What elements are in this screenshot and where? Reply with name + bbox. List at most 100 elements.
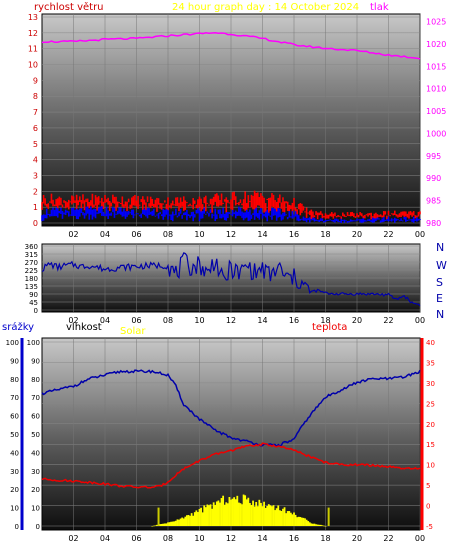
wind-mark: [401, 220, 404, 222]
x-tick-label: 02: [68, 534, 78, 543]
wind-mark: [227, 211, 229, 219]
wind-mark: [61, 210, 64, 219]
wind-mark: [394, 217, 396, 223]
gust-mark: [400, 211, 402, 218]
gust-mark: [171, 200, 174, 206]
x-tick-label: 10: [194, 316, 204, 325]
wind-mark: [142, 209, 144, 215]
solar-bar: [212, 502, 215, 526]
wind-mark: [249, 209, 251, 221]
solar-bar: [226, 503, 229, 526]
gust-mark: [286, 201, 289, 211]
x-tick-label: 08: [163, 316, 173, 325]
axis-ticks: 0123456789101112139809859909951000100510…: [6, 13, 447, 543]
solar-bar: [206, 504, 209, 526]
humidity-axis-tick: 60: [31, 413, 40, 421]
wind-mark: [247, 211, 250, 221]
wind-mark: [316, 220, 319, 222]
gust-mark: [151, 198, 154, 206]
humidity-axis-tick: 0: [36, 523, 40, 531]
x-tick-label: 06: [131, 230, 141, 239]
solar-bar: [195, 510, 198, 526]
wind-mark: [307, 218, 309, 221]
wind-mark: [252, 213, 254, 215]
solar-bar: [152, 525, 155, 527]
wind-mark: [323, 220, 325, 223]
gust-mark: [129, 204, 131, 209]
wind-mark: [296, 214, 298, 221]
gust-mark: [326, 214, 328, 219]
solar-label: Solar: [120, 326, 146, 337]
gust-mark: [370, 212, 372, 220]
wind-mark: [392, 219, 395, 221]
gust-mark: [329, 213, 332, 217]
wind-mark: [313, 218, 316, 222]
solar-bar: [256, 506, 259, 526]
gust-mark: [195, 204, 198, 209]
wind-mark: [364, 219, 366, 222]
gust-mark: [389, 215, 391, 217]
gust-mark: [107, 197, 109, 205]
gust-mark: [331, 212, 333, 217]
gust-mark: [67, 199, 70, 210]
solar-bar: [186, 515, 188, 526]
wind-mark: [74, 209, 76, 217]
wind-mark: [148, 208, 150, 215]
gust-mark: [405, 211, 407, 217]
gust-mark: [90, 200, 92, 206]
x-tick-label: 14: [257, 316, 267, 325]
x-tick-label: 20: [352, 316, 362, 325]
gust-mark: [376, 214, 379, 219]
wind-mark: [104, 213, 106, 217]
wind-mark: [261, 212, 264, 219]
gust-mark: [279, 194, 281, 203]
solar-bar: [176, 519, 179, 526]
gust-mark: [299, 203, 302, 216]
solar-bar: [228, 496, 231, 526]
wind-mark: [93, 208, 95, 217]
gust-mark: [241, 203, 243, 206]
x-tick-label: 02: [68, 316, 78, 325]
humidity-axis-tick: 40: [31, 449, 40, 457]
wind-mark: [208, 213, 210, 217]
x-tick-label: 04: [100, 316, 110, 325]
x-tick-label: 18: [320, 230, 330, 239]
gust-mark: [242, 199, 245, 210]
gust-mark: [88, 201, 91, 209]
gust-mark: [214, 194, 217, 202]
gust-mark: [365, 214, 368, 216]
wind-mark: [285, 214, 287, 216]
solar-bar: [275, 508, 278, 526]
x-tick-label: 10: [194, 230, 204, 239]
compass-w: W: [436, 259, 447, 272]
wind-mark: [200, 211, 202, 219]
wind-mark: [171, 211, 174, 222]
gust-mark: [296, 209, 298, 215]
wind-mark: [228, 212, 231, 214]
solar-bar: [151, 526, 154, 527]
wind-mark: [64, 209, 67, 216]
wind-mark: [277, 207, 280, 218]
gust-mark: [409, 211, 412, 216]
temp-axis-tick: -5: [426, 523, 433, 531]
wind-mark: [241, 211, 243, 218]
gust-mark: [403, 211, 406, 219]
wind-mark: [214, 208, 217, 222]
wind-mark: [338, 221, 341, 223]
wind-mark: [72, 207, 75, 216]
gust-mark: [387, 210, 390, 216]
wind-axis-tick: 5: [33, 140, 38, 149]
solar-bar: [312, 523, 314, 526]
wind-mark: [53, 209, 56, 217]
wind-mark: [85, 206, 87, 216]
wind-mark: [409, 219, 412, 221]
gust-mark: [113, 196, 116, 204]
wind-mark: [293, 214, 295, 218]
wind-mark: [233, 212, 235, 215]
gust-mark: [359, 212, 361, 216]
solar-bar: [307, 521, 310, 526]
gust-mark: [417, 211, 420, 217]
solar-bar: [200, 507, 202, 526]
wind-mark: [245, 209, 248, 218]
wind-axis-tick: 10: [28, 61, 38, 70]
